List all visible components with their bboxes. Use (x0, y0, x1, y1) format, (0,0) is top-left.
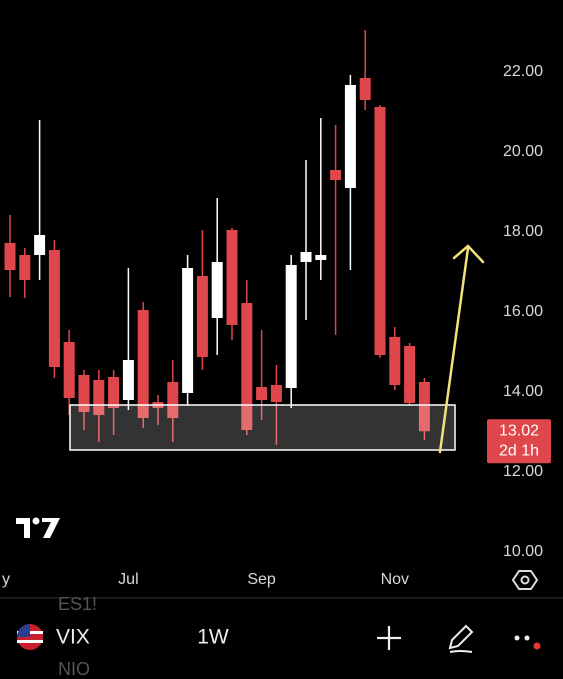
candle-body (93, 380, 105, 415)
candle-body (404, 346, 416, 403)
candle-body (196, 276, 208, 357)
candle-body (78, 375, 90, 412)
y-tick-label: 16.00 (503, 303, 543, 320)
x-tick-label: y (2, 571, 10, 588)
add-icon[interactable] (377, 626, 401, 650)
y-tick-label: 10.00 (503, 543, 543, 560)
symbol[interactable]: VIX (56, 626, 90, 649)
candle-body (63, 342, 75, 398)
candle-body (270, 385, 282, 402)
candle-body (4, 243, 16, 270)
candle-body (344, 85, 356, 188)
y-tick-label: 18.00 (503, 223, 543, 240)
candle-body (374, 107, 386, 355)
x-tick-label: Jul (118, 571, 138, 588)
candle-body (241, 303, 253, 430)
candle-body (418, 382, 430, 432)
candle-body (122, 360, 134, 400)
flag-icon[interactable] (17, 624, 43, 650)
interval[interactable]: 1W (197, 626, 229, 649)
list-item: NIO (58, 659, 90, 679)
candle-body (300, 252, 312, 262)
y-tick-label: 22.00 (503, 63, 543, 80)
candle-body (315, 255, 327, 260)
y-tick-label: 14.00 (503, 383, 543, 400)
candle-body (19, 255, 31, 280)
logo (16, 517, 60, 538)
candle-body (211, 262, 223, 318)
trend-arrow[interactable] (438, 244, 485, 454)
candle-body (182, 268, 194, 393)
toolbar (0, 612, 563, 662)
y-tick-label: 12.00 (503, 463, 543, 480)
candle-body (285, 265, 297, 388)
last-price: 13.02 (499, 422, 539, 439)
candle-body (34, 235, 46, 255)
price-label-box (487, 419, 551, 464)
x-tick-label: Sep (247, 571, 276, 588)
list-item: ES1! (58, 594, 97, 614)
candle-body (389, 337, 401, 385)
candle-body (330, 170, 342, 180)
plot (4, 30, 430, 445)
x-tick-label: Nov (381, 571, 409, 588)
candle-body (167, 382, 179, 418)
candle-body (226, 230, 238, 325)
draw-icon[interactable] (448, 624, 474, 653)
settings-icon[interactable] (511, 570, 539, 590)
candle-body (359, 78, 371, 100)
candle-body (48, 250, 60, 367)
zone-box[interactable] (69, 404, 456, 451)
y-axis: 10.00 12.00 14.00 16.00 18.00 20.00 22.00 y Jul S… (2, 63, 551, 588)
more-icon[interactable] (514, 635, 541, 650)
candle-body (108, 377, 120, 408)
countdown: 2d 1h (499, 442, 539, 459)
y-tick-label: 20.00 (503, 143, 543, 160)
candle-body (137, 310, 149, 418)
candle-body (256, 387, 268, 400)
